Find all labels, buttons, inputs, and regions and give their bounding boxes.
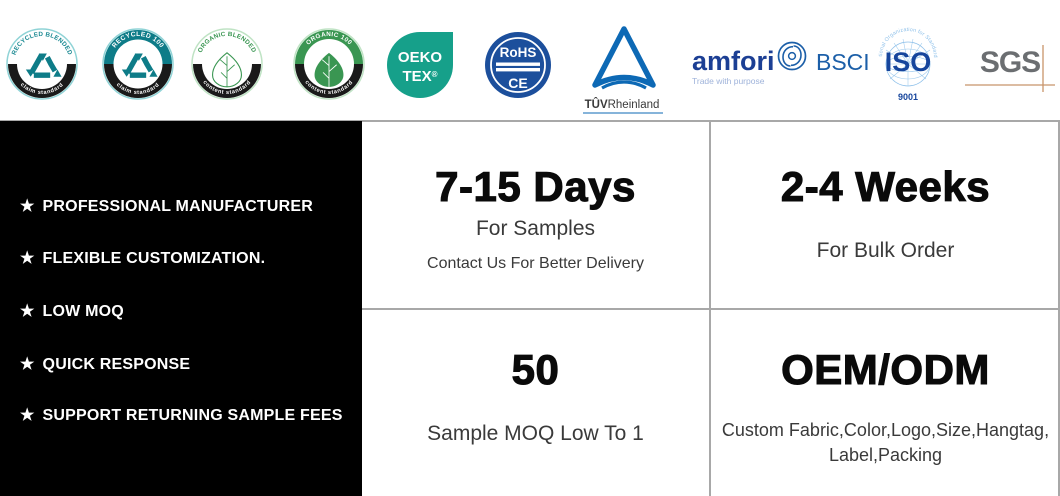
svg-text:RoHS: RoHS	[500, 45, 537, 60]
svg-text:TÛVRheinland: TÛVRheinland	[585, 98, 660, 111]
svg-text:BSCI: BSCI	[816, 49, 870, 75]
svg-text:amfori: amfori	[692, 46, 775, 76]
svg-text:SGS: SGS	[980, 46, 1040, 79]
svg-text:9001: 9001	[898, 92, 918, 102]
svg-text:ISO: ISO	[885, 47, 932, 77]
svg-text:Trade with purpose: Trade with purpose	[692, 76, 765, 86]
svg-text:OEKO: OEKO	[398, 49, 443, 66]
svg-text:CE: CE	[508, 75, 527, 91]
